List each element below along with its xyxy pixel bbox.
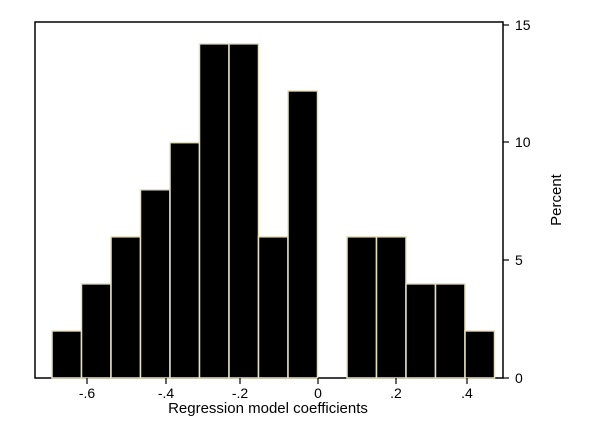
x-tick-label: .2 [390, 385, 402, 401]
y-tick-label: 10 [515, 134, 531, 150]
histogram-bar [228, 43, 260, 379]
y-axis-title: Percent [548, 173, 565, 226]
histogram-bar [51, 330, 83, 379]
histogram-bar [257, 236, 289, 379]
y-tick-label: 0 [515, 370, 523, 386]
histogram-bar [287, 90, 319, 379]
x-tick-label: -.6 [79, 385, 96, 401]
y-tick-label: 15 [515, 17, 531, 33]
histogram-bar [139, 188, 171, 379]
histogram-bar [198, 43, 230, 379]
x-axis-ticks: -.6 -.4 -.2 0 .2 .4 [79, 378, 473, 401]
histogram-bar [346, 236, 378, 379]
bars [51, 43, 496, 379]
x-axis-title: Regression model coefficients [168, 400, 368, 417]
histogram-bar [110, 236, 142, 379]
histogram-bar [169, 141, 201, 379]
x-tick-label: 0 [314, 385, 322, 401]
histogram-bar [375, 236, 407, 379]
histogram-bar [405, 283, 437, 379]
x-tick-label: -.2 [232, 385, 249, 401]
histogram-bar [434, 283, 466, 379]
histogram-bar [80, 283, 112, 379]
x-tick-label: .4 [461, 385, 473, 401]
histogram-bar [464, 330, 496, 379]
x-tick-label: -.4 [158, 385, 175, 401]
y-axis-ticks: 0 5 10 15 [503, 17, 531, 386]
y-tick-label: 5 [515, 252, 523, 268]
